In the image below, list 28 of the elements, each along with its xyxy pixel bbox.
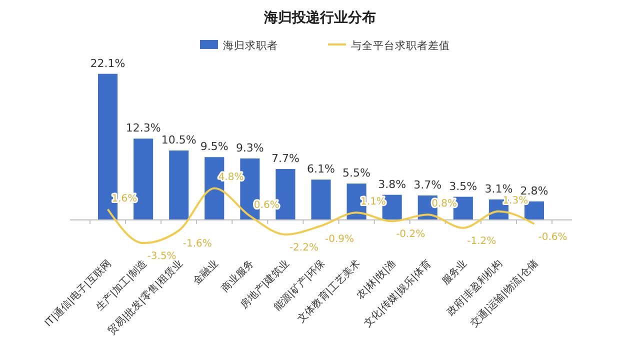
data-label: 12.3% [126,122,161,135]
data-label: 5.5% [342,166,371,180]
data-label: 3.8% [378,178,406,191]
x-tick-label: 服务业 [440,258,470,288]
bar [311,180,331,220]
data-label: -0.9% [325,234,354,245]
data-label: -3.5% [147,251,176,262]
data-label: 7.7% [271,152,300,166]
legend-label: 海归求职者 [223,39,278,52]
data-label: -0.2% [396,229,426,240]
data-label: -0.6% [538,232,568,243]
data-label: 9.5% [200,140,228,154]
data-label: 6.1% [307,162,335,176]
data-label: 9.3% [236,141,264,154]
data-label: -2.2% [289,242,318,254]
data-label: 3.7% [414,178,442,192]
data-label: 2.8% [520,184,548,198]
data-label: 3.1% [484,182,513,196]
data-label: 1.3% [502,195,528,206]
legend-label: 与全平台求职者差值 [351,39,450,52]
data-label: 22.1% [90,56,126,70]
data-label: 10.5% [161,134,196,147]
data-label: -1.6% [182,238,212,250]
data-label: 3.5% [449,180,478,193]
data-label: -1.2% [467,236,496,247]
bar [169,150,189,220]
x-tick-label: 金融业 [190,258,221,288]
chart-title: 海归投递行业分布 [263,9,376,26]
